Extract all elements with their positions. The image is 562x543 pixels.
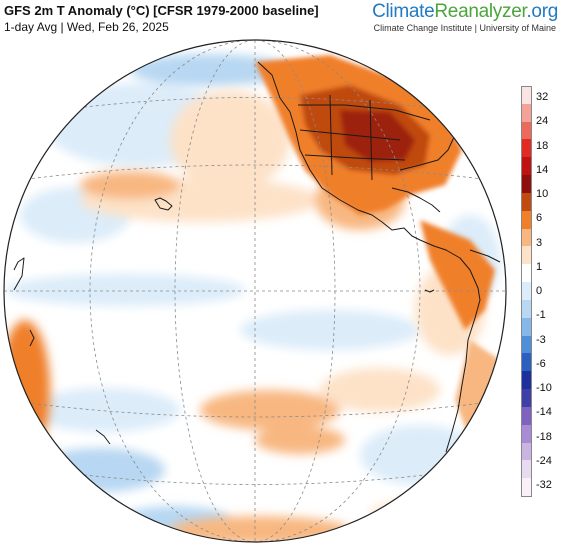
globe-outline [3,39,507,543]
legend-swatch [521,317,532,337]
legend-tick-label: -1 [536,309,546,322]
brand-logo-part-3: .org [526,1,558,22]
legend-swatch [521,299,532,319]
legend-tick-label: -10 [536,382,552,394]
legend-swatch [521,478,532,498]
legend-swatch [521,228,532,247]
legend-swatch [521,442,532,461]
legend-swatch [521,86,532,106]
legend-swatch [521,139,532,158]
map-title: GFS 2m T Anomaly (°C) [CFSR 1979-2000 ba… [4,3,319,18]
legend-tick-label: -14 [536,406,552,419]
brand-logo-part-2: Reanalyzer [434,1,527,22]
legend-swatch [521,210,532,230]
graticule [4,40,506,542]
legend-swatch [521,389,532,408]
legend-tick-label: -18 [536,430,552,443]
brand-logo-part-1: Climate [372,1,435,22]
legend-tick-label: 24 [536,115,549,128]
legend-swatch [521,121,532,140]
legend-tick-label: 32 [536,91,549,103]
legend-tick-label: 10 [536,188,549,200]
map-subtitle: 1-day Avg | Wed, Feb 26, 2025 [4,20,169,34]
coastlines [13,61,501,453]
legend-tick-label: 3 [536,236,543,249]
legend-tick-label: 14 [536,163,549,176]
legend-tick-label: 0 [536,285,543,297]
legend-swatch [521,424,532,443]
legend-swatch [521,157,532,176]
anomaly-field [4,40,506,542]
legend-swatch [521,175,532,194]
legend-tick-label: -32 [536,479,552,491]
legend-swatch [521,246,532,265]
north-america-warm-region [255,55,500,440]
legend-swatch [521,192,532,212]
legend-tick-label: -6 [536,357,546,370]
legend-tick-label: -3 [536,333,546,346]
color-legend: 32 24 18 14 10 6 3 1 0 -1 -3 -6 -10 -14 -18 -24 -32 [521,86,561,498]
legend-swatch [521,103,532,123]
legend-swatch [521,264,532,283]
brand-affiliation: Climate Change Institute | University of… [373,23,556,33]
legend-tick-label: 18 [536,139,549,152]
brand-logo[interactable]: ClimateReanalyzer.org [372,1,558,23]
legend-swatch [521,335,532,354]
legend-swatch [521,371,532,390]
legend-swatch [521,282,532,301]
legend-tick-label: -24 [536,454,552,467]
legend-swatch [521,406,532,426]
legend-swatch [521,460,532,479]
legend-tick-label: 1 [536,260,543,273]
legend-swatch [521,353,532,372]
legend-tick-label: 6 [536,212,543,225]
